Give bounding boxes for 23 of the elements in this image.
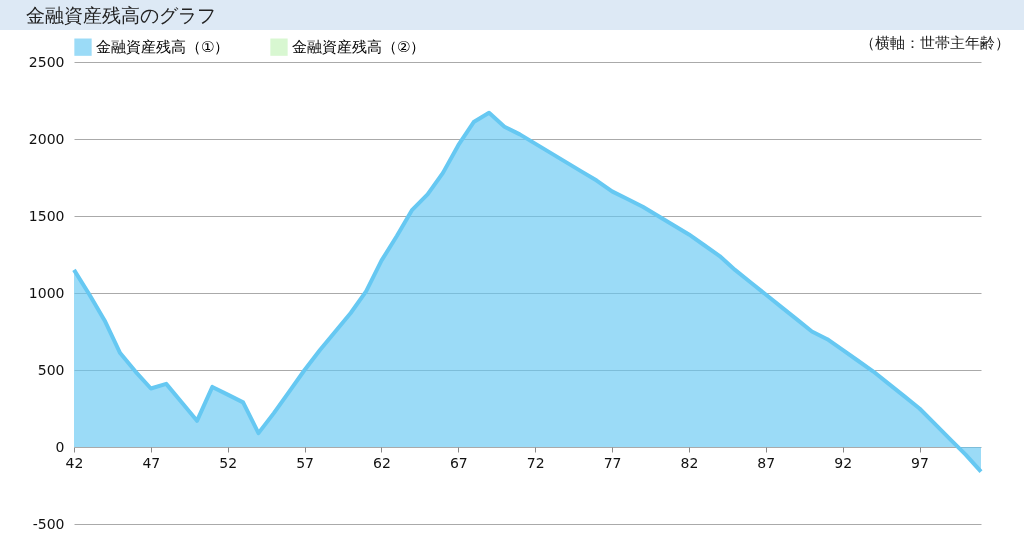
y-tick-label: 2000 [28, 130, 65, 147]
x-tick-label: 57 [296, 454, 315, 471]
x-tick-label: 47 [142, 454, 161, 471]
x-tick-label: 77 [603, 454, 622, 471]
x-tick-label: 87 [757, 454, 776, 471]
legend-label: 金融資産残高（②） [292, 38, 426, 57]
x-tick-label: 62 [373, 454, 391, 471]
y-tick-label: 1000 [28, 284, 65, 301]
x-tick-label: 97 [911, 454, 929, 471]
legend-label: 金融資産残高（①） [96, 38, 230, 57]
text: （横軸：世帯主年齢） [860, 34, 1010, 53]
y-tick-label: -500 [32, 515, 65, 532]
y-tick-label: 500 [37, 361, 65, 378]
y-tick-label: 0 [55, 438, 65, 455]
x-tick-label: 72 [526, 454, 545, 471]
chart-title: 金融資産残高のグラフ [0, 0, 1024, 30]
x-tick-label: 52 [219, 454, 238, 471]
x-tick-label: 92 [834, 454, 853, 471]
x-tick-label: 42 [65, 454, 84, 471]
y-tick-label: 1500 [28, 207, 65, 224]
x-tick-label: 67 [449, 454, 468, 471]
x-tick-label: 82 [680, 454, 699, 471]
y-tick-label: 2500 [28, 53, 65, 70]
